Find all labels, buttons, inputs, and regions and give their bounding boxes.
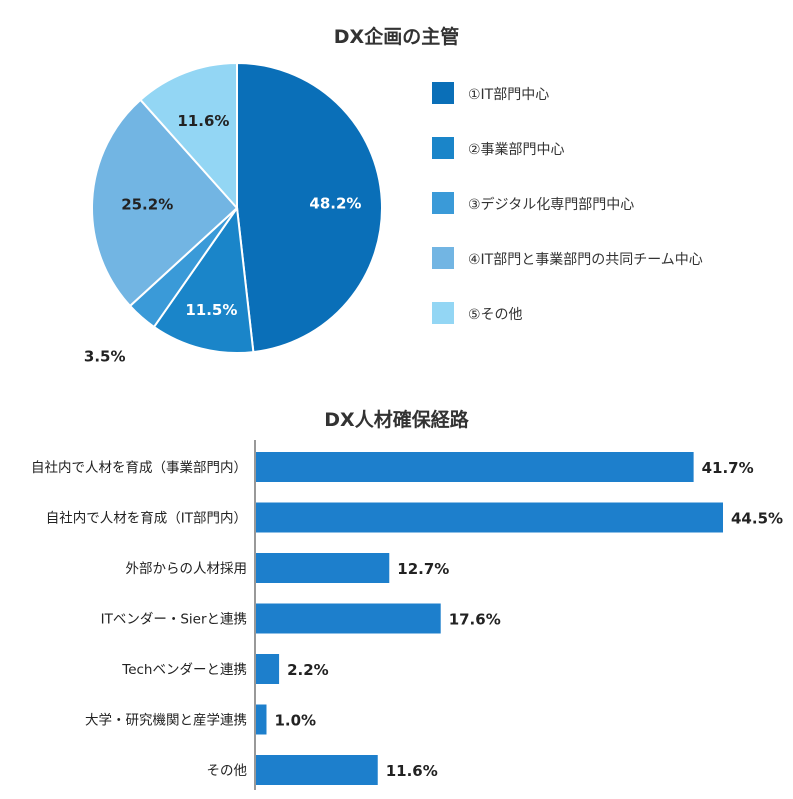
bar-value-label: 11.6%	[386, 762, 438, 780]
legend-label: ⑤その他	[468, 307, 523, 323]
bar-value-label: 12.7%	[397, 560, 449, 578]
legend-label: ④IT部門と事業部門の共同チーム中心	[468, 252, 703, 268]
category-label: 外部からの人材採用	[126, 561, 248, 577]
bar-value-label: 17.6%	[449, 611, 501, 629]
legend-swatch	[432, 247, 454, 269]
pie-data-label: 11.5%	[185, 301, 237, 319]
bar	[256, 603, 441, 634]
pie-chart: 48.2% 11.5% 3.5% 25.2% 11.6%	[84, 61, 383, 366]
category-label: 自社内で人材を育成（事業部門内）	[31, 460, 247, 476]
bar-chart-title: DX人材確保経路	[324, 409, 469, 431]
bar	[256, 553, 390, 583]
category-label: Techベンダーと連携	[121, 662, 247, 678]
category-label: 大学・研究機関と産学連携	[85, 713, 247, 729]
category-label: ITベンダー・Sierと連携	[101, 612, 247, 628]
category-label: 自社内で人材を育成（IT部門内）	[46, 511, 247, 527]
category-label: その他	[207, 763, 248, 779]
bar	[256, 654, 280, 684]
pie-slice	[236, 61, 383, 354]
bar	[256, 502, 723, 533]
legend-swatch	[432, 137, 454, 159]
bar-value-label: 44.5%	[731, 510, 783, 528]
bar	[256, 704, 267, 735]
pie-data-label: 3.5%	[84, 348, 126, 366]
pie-data-label: 25.2%	[121, 195, 173, 213]
bar	[256, 452, 694, 482]
legend-swatch	[432, 192, 454, 214]
pie-slice	[139, 61, 238, 211]
legend-swatch	[432, 302, 454, 324]
legend-swatch	[432, 82, 454, 104]
pie-data-label: 11.6%	[177, 112, 229, 130]
bar-value-label: 41.7%	[702, 459, 754, 477]
bar	[256, 755, 378, 785]
pie-slice	[152, 205, 255, 354]
bar-value-label: 1.0%	[274, 712, 316, 730]
pie-chart-title: DX企画の主管	[333, 26, 460, 48]
pie-slice	[91, 98, 239, 308]
pie-data-label: 48.2%	[309, 194, 361, 212]
legend-label: ②事業部門中心	[468, 142, 565, 158]
legend-label: ③デジタル化専門部門中心	[468, 197, 635, 213]
legend-label: ①IT部門中心	[468, 87, 550, 103]
bar-value-label: 2.2%	[287, 661, 329, 679]
